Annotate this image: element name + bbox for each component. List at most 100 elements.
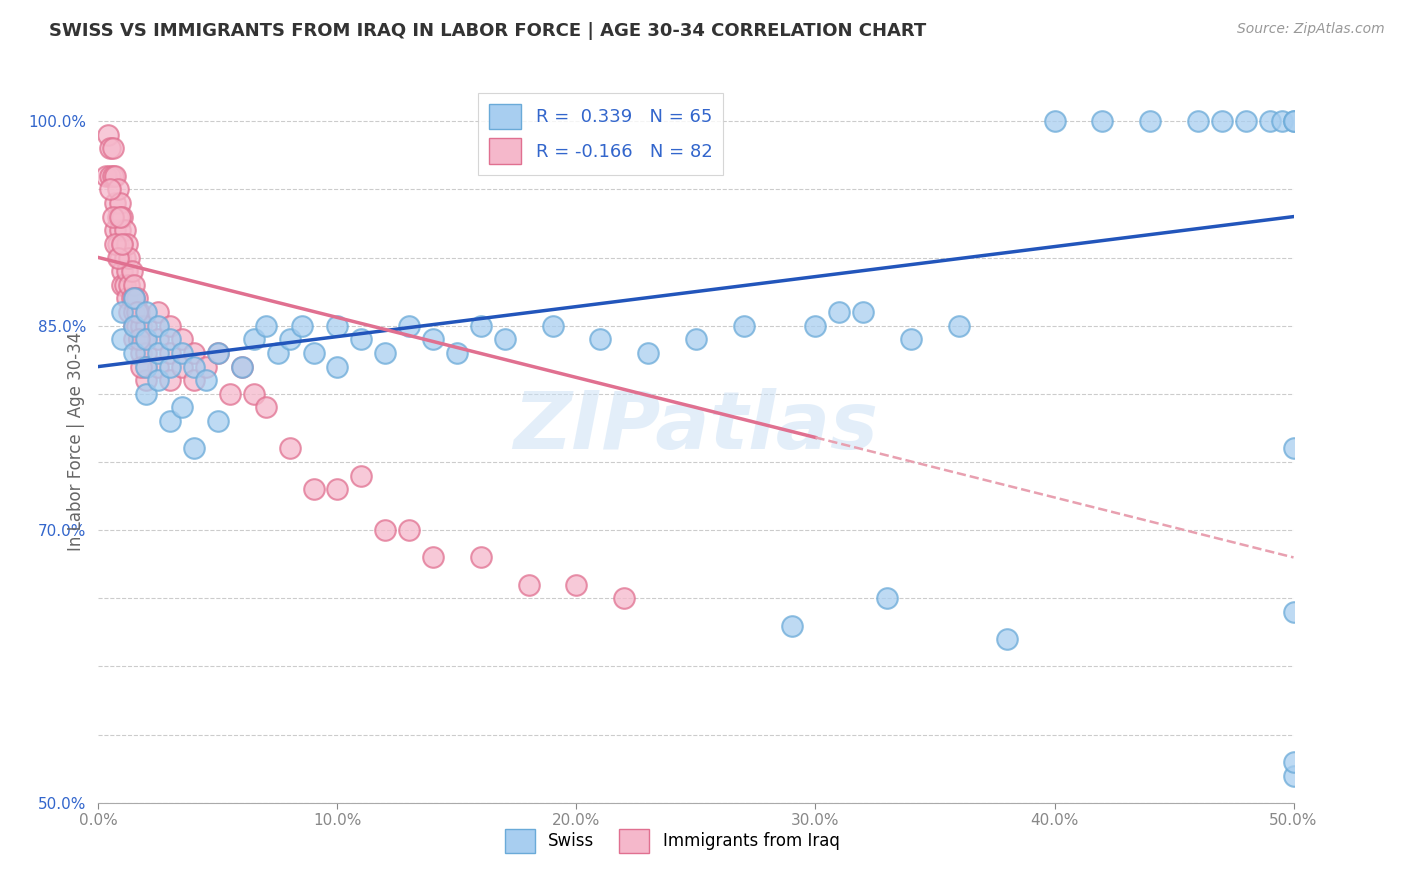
Point xyxy=(494,332,516,346)
Point xyxy=(995,632,1018,647)
Point xyxy=(124,346,146,360)
Point xyxy=(326,359,349,374)
Point xyxy=(374,523,396,537)
Point xyxy=(124,318,146,333)
Point xyxy=(124,318,146,333)
Point xyxy=(118,305,141,319)
Point xyxy=(733,318,755,333)
Point xyxy=(804,318,827,333)
Point xyxy=(398,523,420,537)
Point xyxy=(128,332,150,346)
Point xyxy=(195,373,218,387)
Point xyxy=(111,236,134,251)
Point xyxy=(135,318,157,333)
Point xyxy=(104,223,127,237)
Point xyxy=(422,332,444,346)
Point xyxy=(135,373,157,387)
Point xyxy=(1234,114,1257,128)
Point xyxy=(183,346,205,360)
Point xyxy=(470,318,492,333)
Point xyxy=(398,318,420,333)
Point xyxy=(107,236,129,251)
Point xyxy=(207,346,229,360)
Point xyxy=(97,128,120,142)
Point xyxy=(1091,114,1114,128)
Point xyxy=(115,264,138,278)
Point xyxy=(326,318,349,333)
Point xyxy=(541,318,564,333)
Point xyxy=(172,401,194,415)
Point xyxy=(243,387,266,401)
Point xyxy=(350,468,373,483)
Point xyxy=(685,332,707,346)
Point xyxy=(98,141,122,155)
Point xyxy=(148,359,170,374)
Point xyxy=(183,442,205,456)
Point xyxy=(159,318,181,333)
Text: ZIPatlas: ZIPatlas xyxy=(513,388,879,467)
Point xyxy=(111,332,134,346)
Point xyxy=(1282,605,1305,619)
Point xyxy=(115,236,138,251)
Point xyxy=(422,550,444,565)
Point xyxy=(446,346,468,360)
Point xyxy=(114,277,136,292)
Point xyxy=(111,277,134,292)
Y-axis label: In Labor Force | Age 30-34: In Labor Force | Age 30-34 xyxy=(66,332,84,551)
Point xyxy=(1187,114,1209,128)
Point xyxy=(131,346,153,360)
Legend: Swiss, Immigrants from Iraq: Swiss, Immigrants from Iraq xyxy=(498,822,846,860)
Point xyxy=(159,373,181,387)
Point xyxy=(135,346,157,360)
Point xyxy=(876,591,898,606)
Point xyxy=(124,305,146,319)
Point xyxy=(278,442,301,456)
Point xyxy=(183,373,205,387)
Point xyxy=(172,359,194,374)
Point xyxy=(131,359,153,374)
Point xyxy=(1282,768,1305,782)
Point xyxy=(148,332,170,346)
Point xyxy=(1139,114,1161,128)
Point xyxy=(101,141,124,155)
Point xyxy=(159,346,181,360)
Point xyxy=(254,318,277,333)
Point xyxy=(148,305,170,319)
Point xyxy=(278,332,301,346)
Point xyxy=(291,318,314,333)
Point xyxy=(207,346,229,360)
Point xyxy=(125,318,148,333)
Point xyxy=(350,332,373,346)
Point xyxy=(114,251,136,265)
Point xyxy=(111,305,134,319)
Point xyxy=(107,251,129,265)
Point xyxy=(828,305,851,319)
Point xyxy=(104,196,127,211)
Point xyxy=(172,332,194,346)
Text: Source: ZipAtlas.com: Source: ZipAtlas.com xyxy=(1237,22,1385,37)
Point xyxy=(124,292,146,306)
Point xyxy=(135,359,157,374)
Point xyxy=(128,332,150,346)
Point xyxy=(101,210,124,224)
Point xyxy=(135,305,157,319)
Point xyxy=(148,318,170,333)
Point xyxy=(135,332,157,346)
Point xyxy=(589,332,612,346)
Point xyxy=(114,223,136,237)
Point xyxy=(183,359,205,374)
Point xyxy=(1211,114,1233,128)
Point xyxy=(219,387,242,401)
Point xyxy=(900,332,922,346)
Point xyxy=(98,182,122,196)
Point xyxy=(1282,442,1305,456)
Point xyxy=(118,277,141,292)
Point xyxy=(108,210,131,224)
Point xyxy=(517,577,540,591)
Point xyxy=(326,482,349,496)
Point xyxy=(135,359,157,374)
Point xyxy=(115,292,138,306)
Point xyxy=(159,414,181,428)
Point xyxy=(948,318,970,333)
Point xyxy=(374,346,396,360)
